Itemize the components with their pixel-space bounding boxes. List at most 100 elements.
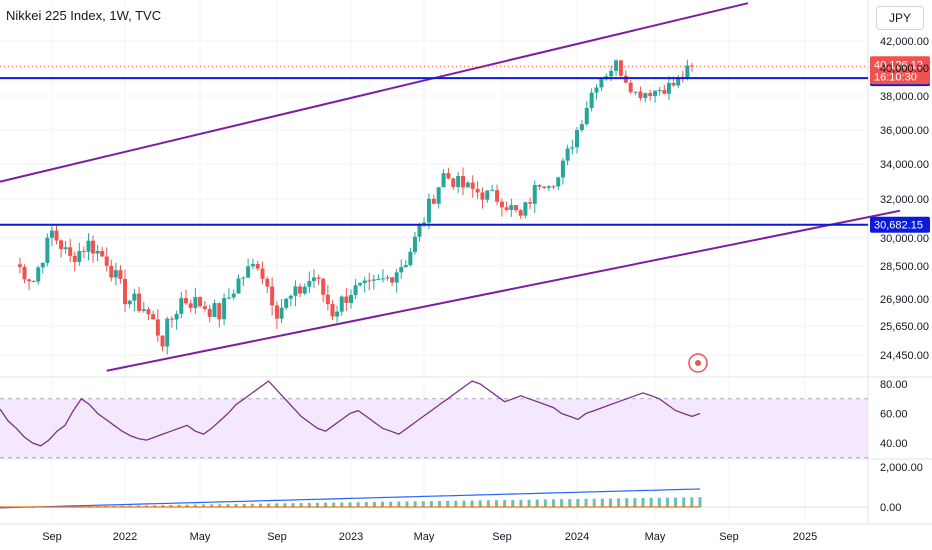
rsi-band: [0, 398, 868, 458]
macd-histogram-bar: [381, 501, 385, 507]
chart-title: Nikkei 225 Index, 1W, TVC: [6, 8, 162, 23]
macd-histogram-bar: [625, 498, 629, 507]
macd-histogram-bar: [153, 505, 157, 507]
candle-body: [426, 198, 431, 223]
candle-body: [579, 124, 584, 131]
candle-body: [183, 298, 188, 304]
candle-body: [509, 205, 514, 210]
candle-body: [532, 185, 537, 204]
macd-histogram-bar: [576, 498, 580, 507]
candle-body: [86, 240, 91, 252]
currency-button[interactable]: JPY: [876, 6, 924, 30]
candle-body: [662, 90, 667, 94]
macd-histogram-bar: [340, 502, 344, 507]
macd-histogram-bar: [226, 504, 230, 507]
macd-histogram-bar: [641, 498, 645, 507]
macd-tick-label: 2,000.00: [880, 462, 923, 474]
macd-histogram-bar: [161, 505, 165, 507]
candle-body: [490, 190, 495, 192]
time-tick-label: 2022: [113, 531, 137, 543]
macd-histogram-bar: [120, 505, 124, 507]
candle-body: [217, 303, 222, 320]
macd-histogram-bar: [584, 498, 588, 507]
candle-body: [17, 264, 22, 267]
rsi-tick-label: 60.00: [880, 409, 908, 421]
candle-body: [542, 186, 547, 188]
macd-histogram-bar: [389, 501, 393, 507]
rsi-line: [0, 380, 701, 447]
candle-body: [441, 173, 446, 188]
last-price-label-bg: [870, 56, 930, 85]
candle-body: [403, 265, 408, 268]
macd-histogram-bar: [543, 499, 547, 507]
candle-body: [151, 314, 156, 320]
macd-histogram-bar: [145, 505, 149, 507]
candle-body: [160, 335, 165, 347]
candle-body: [575, 130, 579, 148]
macd-histogram-bar: [690, 497, 694, 507]
macd-histogram-bar: [315, 502, 319, 507]
candle-body: [40, 262, 45, 268]
candle-body: [274, 305, 279, 319]
candle-body: [27, 279, 32, 282]
candle-body: [371, 279, 376, 281]
candle-body: [222, 298, 227, 320]
macd-histogram-bar: [551, 499, 555, 507]
candle-body: [446, 173, 451, 179]
macd-histogram-bar: [413, 501, 417, 507]
time-tick-label: Sep: [267, 531, 287, 543]
candle-body: [31, 281, 36, 283]
candle-body: [72, 255, 77, 262]
level-label: 30,682.15: [874, 220, 923, 232]
macd-histogram-bar: [169, 504, 173, 507]
candle-body: [169, 318, 174, 320]
candle-body: [358, 283, 363, 286]
candle-body: [137, 293, 142, 311]
candle-body: [495, 190, 500, 202]
candle-body: [22, 266, 27, 280]
macd-histogram-bar: [665, 497, 669, 507]
candle-body: [141, 309, 146, 311]
candle-body: [560, 160, 565, 178]
candle-body: [537, 185, 542, 187]
candle-body: [77, 251, 82, 262]
candle-body: [104, 256, 109, 266]
candle-body: [367, 280, 372, 282]
candle-body: [321, 278, 326, 295]
candle-body: [279, 307, 284, 319]
candle-body: [255, 263, 260, 269]
macd-histogram-bar: [185, 504, 189, 507]
price-tick-label: 32,000.00: [880, 194, 929, 206]
candle-body: [408, 251, 413, 266]
candle-body: [81, 251, 86, 253]
candle-body: [109, 265, 114, 278]
candle-body: [633, 91, 638, 93]
macd-histogram-bar: [364, 502, 368, 507]
macd-histogram-bar: [348, 502, 352, 507]
candle-body: [653, 90, 658, 97]
candle-body: [298, 286, 303, 294]
macd-histogram-bar: [486, 500, 490, 507]
macd-histogram-bar: [332, 502, 336, 507]
macd-histogram-bar: [617, 498, 621, 507]
candle-body: [165, 318, 170, 347]
macd-histogram-bar: [291, 503, 295, 507]
channel-line: [106, 209, 901, 372]
macd-histogram-bar: [438, 501, 442, 507]
candle-body: [657, 90, 662, 92]
candle-body: [618, 60, 623, 76]
candle-body: [514, 205, 519, 211]
candle-body: [241, 277, 246, 279]
macd-histogram-bar: [478, 500, 482, 507]
macd-histogram-bar: [234, 504, 238, 507]
macd-line: [0, 488, 701, 509]
macd-tick-label: 0.00: [880, 502, 901, 514]
macd-histogram-bar: [511, 499, 515, 507]
candle-body: [212, 303, 217, 317]
time-tick-label: May: [414, 531, 435, 543]
macd-histogram-bar: [527, 499, 531, 507]
candle-body: [91, 240, 96, 254]
macd-histogram-bar: [299, 503, 303, 507]
candle-body: [59, 240, 64, 250]
